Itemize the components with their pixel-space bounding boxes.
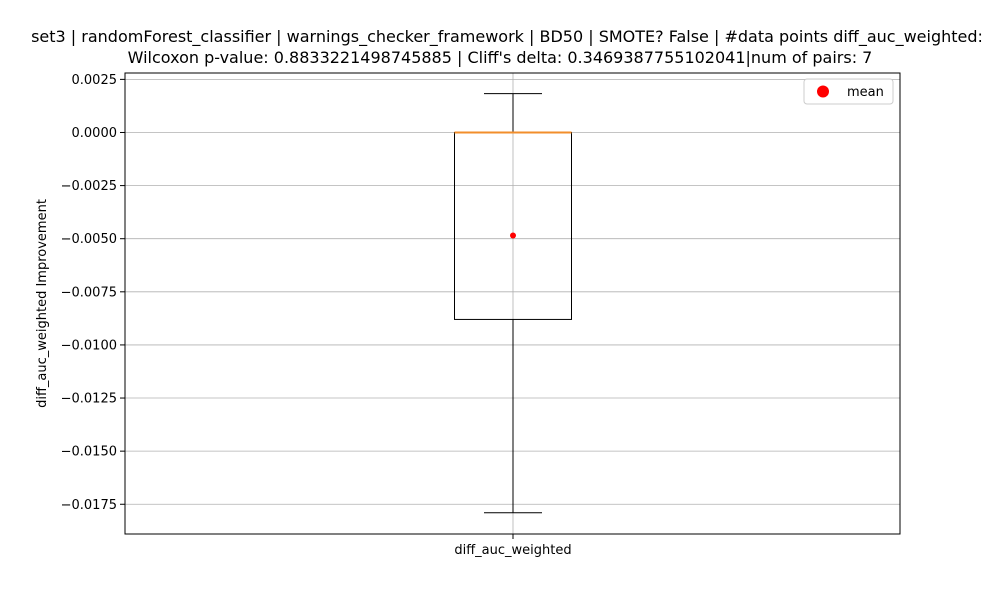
y-tick-label: −0.0175	[61, 498, 117, 513]
y-axis-label: diff_auc_weighted Improvement	[35, 199, 50, 408]
chart-title-line-2: Wilcoxon p-value: 0.8833221498745885 | C…	[127, 48, 873, 67]
y-tick-label: −0.0025	[61, 179, 117, 194]
y-tick-label: −0.0050	[61, 232, 117, 247]
legend-mean-marker	[817, 85, 829, 98]
y-tick-label: −0.0100	[61, 338, 117, 353]
y-tick-label: −0.0125	[61, 392, 117, 407]
y-tick-label: 0.0000	[72, 126, 118, 141]
y-tick-label: −0.0150	[61, 445, 117, 460]
mean-marker	[510, 232, 516, 239]
legend-label-mean: mean	[847, 85, 884, 100]
x-tick-label: diff_auc_weighted	[454, 543, 571, 558]
y-tick-label: 0.0025	[72, 73, 118, 88]
chart-title-line-1: set3 | randomForest_classifier | warning…	[31, 27, 983, 46]
y-tick-label: −0.0075	[61, 285, 117, 300]
legend-box	[803, 78, 894, 105]
